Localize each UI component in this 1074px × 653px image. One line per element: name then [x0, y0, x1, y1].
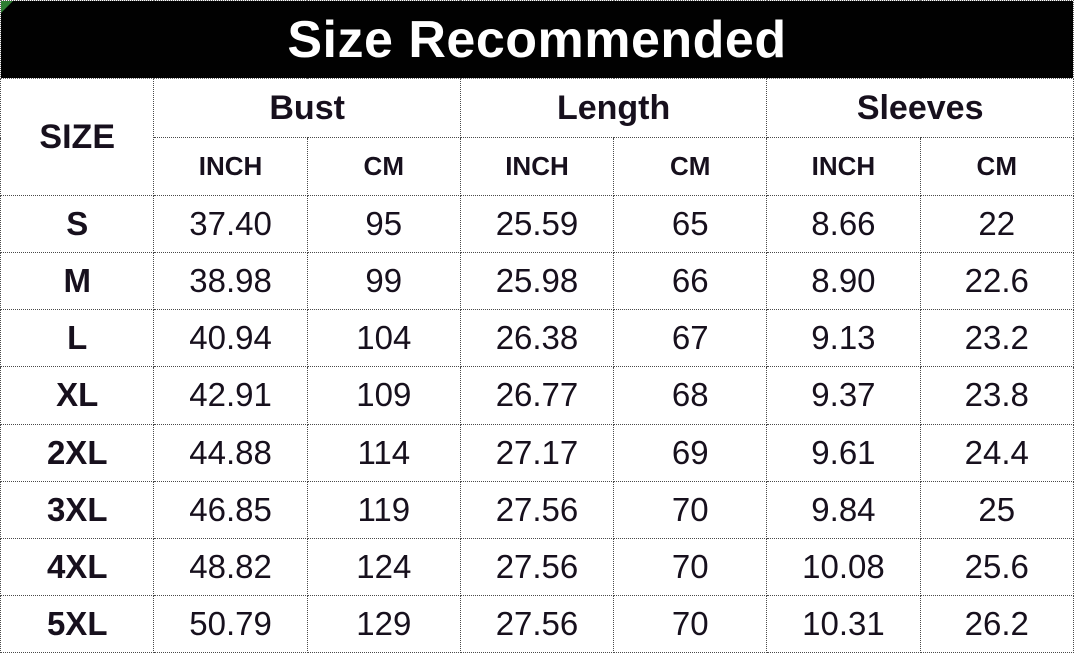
length-cm-cell: 67 — [613, 309, 768, 368]
table-row: S 37.40 95 25.59 65 8.66 22 — [0, 194, 1074, 254]
sleeves-cm-cell: 23.2 — [919, 309, 1074, 368]
length-inch-cell: 26.38 — [459, 309, 615, 368]
length-inch-cell: 25.59 — [459, 194, 615, 254]
table-row: 2XL 44.88 114 27.17 69 9.61 24.4 — [0, 423, 1074, 482]
size-cell: M — [0, 252, 155, 311]
table-row: 3XL 46.85 119 27.56 70 9.84 25 — [0, 480, 1074, 539]
length-cm-cell: 65 — [613, 194, 768, 254]
unit-header-length-inch: INCH — [459, 137, 615, 196]
length-inch-cell: 27.56 — [459, 537, 615, 596]
unit-header-sleeves-inch: INCH — [766, 137, 921, 196]
bust-inch-cell: 37.40 — [153, 194, 308, 254]
sleeves-cm-cell: 25.6 — [919, 537, 1074, 596]
page-title: Size Recommended — [0, 0, 1074, 79]
size-cell: XL — [0, 366, 155, 425]
group-header-bust: Bust — [153, 78, 461, 138]
title-row: Size Recommended — [0, 0, 1074, 79]
bust-inch-cell: 46.85 — [153, 480, 308, 539]
length-inch-cell: 26.77 — [459, 366, 615, 425]
length-cm-cell: 66 — [613, 252, 768, 311]
sleeves-cm-cell: 26.2 — [919, 594, 1074, 653]
sleeves-inch-cell: 10.08 — [766, 537, 921, 596]
length-inch-cell: 27.56 — [459, 594, 615, 653]
bust-cm-cell: 129 — [306, 594, 461, 653]
group-header-sleeves: Sleeves — [766, 78, 1074, 138]
bust-cm-cell: 95 — [306, 194, 461, 254]
bust-cm-cell: 104 — [306, 309, 461, 368]
sleeves-inch-cell: 9.13 — [766, 309, 921, 368]
sleeves-inch-cell: 8.90 — [766, 252, 921, 311]
size-cell: 2XL — [0, 423, 155, 482]
size-cell: L — [0, 309, 155, 368]
unit-header-length-cm: CM — [613, 137, 768, 196]
length-inch-cell: 27.56 — [459, 480, 615, 539]
size-cell: 3XL — [0, 480, 155, 539]
length-cm-cell: 70 — [613, 537, 768, 596]
bust-inch-cell: 38.98 — [153, 252, 308, 311]
sleeves-inch-cell: 9.37 — [766, 366, 921, 425]
length-cm-cell: 70 — [613, 594, 768, 653]
size-cell: S — [0, 194, 155, 254]
table-row: M 38.98 99 25.98 66 8.90 22.6 — [0, 252, 1074, 311]
sleeves-cm-cell: 22 — [919, 194, 1074, 254]
bust-inch-cell: 42.91 — [153, 366, 308, 425]
unit-header-sleeves-cm: CM — [919, 137, 1074, 196]
group-header-row: SIZE Bust Length Sleeves — [0, 78, 1074, 196]
table-row: L 40.94 104 26.38 67 9.13 23.2 — [0, 309, 1074, 368]
bust-inch-cell: 50.79 — [153, 594, 308, 653]
length-cm-cell: 69 — [613, 423, 768, 482]
bust-cm-cell: 114 — [306, 423, 461, 482]
table-row: 5XL 50.79 129 27.56 70 10.31 26.2 — [0, 594, 1074, 653]
bust-cm-cell: 109 — [306, 366, 461, 425]
bust-cm-cell: 124 — [306, 537, 461, 596]
green-corner-triangle-icon — [1, 1, 13, 13]
size-cell: 5XL — [0, 594, 155, 653]
table-row: XL 42.91 109 26.77 68 9.37 23.8 — [0, 366, 1074, 425]
unit-header-bust-cm: CM — [306, 137, 461, 196]
length-inch-cell: 27.17 — [459, 423, 615, 482]
size-column-header: SIZE — [0, 78, 155, 196]
bust-inch-cell: 44.88 — [153, 423, 308, 482]
length-cm-cell: 68 — [613, 366, 768, 425]
length-cm-cell: 70 — [613, 480, 768, 539]
sleeves-inch-cell: 10.31 — [766, 594, 921, 653]
bust-cm-cell: 119 — [306, 480, 461, 539]
sleeves-cm-cell: 23.8 — [919, 366, 1074, 425]
group-header-length: Length — [459, 78, 768, 138]
length-inch-cell: 25.98 — [459, 252, 615, 311]
unit-header-row: INCH CM INCH CM INCH CM — [1, 137, 1074, 196]
sleeves-inch-cell: 8.66 — [766, 194, 921, 254]
bust-inch-cell: 40.94 — [153, 309, 308, 368]
size-cell: 4XL — [0, 537, 155, 596]
unit-header-bust-inch: INCH — [153, 137, 308, 196]
size-table-body: S 37.40 95 25.59 65 8.66 22 M 38.98 99 2… — [0, 194, 1074, 653]
sleeves-cm-cell: 25 — [919, 480, 1074, 539]
sleeves-cm-cell: 24.4 — [919, 423, 1074, 482]
bust-cm-cell: 99 — [306, 252, 461, 311]
bust-inch-cell: 48.82 — [153, 537, 308, 596]
sleeves-inch-cell: 9.84 — [766, 480, 921, 539]
sleeves-inch-cell: 9.61 — [766, 423, 921, 482]
table-row: 4XL 48.82 124 27.56 70 10.08 25.6 — [0, 537, 1074, 596]
sleeves-cm-cell: 22.6 — [919, 252, 1074, 311]
